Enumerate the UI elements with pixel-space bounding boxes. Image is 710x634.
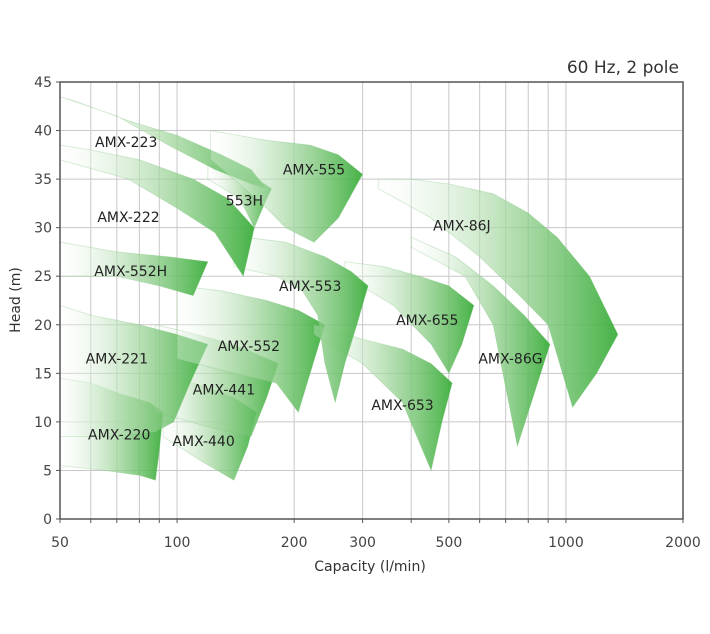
y-tick-label: 35 bbox=[34, 172, 52, 188]
y-tick-label: 40 bbox=[34, 124, 52, 140]
region-amx-86g bbox=[410, 236, 551, 448]
chart-subtitle: 60 Hz, 2 pole bbox=[567, 58, 679, 78]
region-label-amx-653: AMX-653 bbox=[371, 398, 433, 414]
region-amx-655 bbox=[344, 261, 475, 375]
y-tick-label: 15 bbox=[34, 366, 52, 382]
ticks-layer: 0 5 10 15 20 25 30 35 40 45 50 100 200 300 500 1000 2000 bbox=[34, 75, 701, 551]
x-tick-label: 200 bbox=[281, 535, 308, 551]
region-label-amx-86g: AMX-86G bbox=[478, 352, 542, 368]
region-amx-552h bbox=[59, 241, 209, 297]
x-tick-label: 100 bbox=[164, 535, 191, 551]
y-tick-label: 45 bbox=[34, 75, 52, 91]
y-tick-label: 25 bbox=[34, 269, 52, 285]
region-label-amx-222: AMX-222 bbox=[97, 210, 159, 226]
x-tick-label: 1000 bbox=[548, 535, 584, 551]
region-amx-553 bbox=[233, 236, 369, 403]
y-tick-label: 10 bbox=[34, 415, 52, 431]
region-label-amx-440: AMX-440 bbox=[172, 434, 234, 450]
x-tick-label: 300 bbox=[349, 535, 376, 551]
regions-layer bbox=[59, 96, 619, 481]
region-amx-86j bbox=[378, 178, 619, 409]
labels-layer: AMX-220 AMX-440 AMX-441 AMX-221 AMX-552 AMX-6… bbox=[86, 135, 543, 450]
region-label-amx-441: AMX-441 bbox=[193, 383, 255, 399]
region-label-amx-655: AMX-655 bbox=[396, 313, 458, 329]
region-label-amx-220: AMX-220 bbox=[88, 427, 150, 443]
region-label-553h: 553H bbox=[226, 193, 263, 209]
y-tick-label: 20 bbox=[34, 318, 52, 334]
plot-frame bbox=[59, 81, 684, 520]
region-label-amx-553: AMX-553 bbox=[279, 279, 341, 295]
x-axis-title: Capacity (l/min) bbox=[314, 559, 426, 575]
region-label-amx-223: AMX-223 bbox=[95, 135, 157, 151]
x-tick-label: 50 bbox=[51, 535, 69, 551]
y-tick-label: 0 bbox=[43, 512, 52, 528]
y-tick-label: 30 bbox=[34, 221, 52, 237]
x-tick-label: 2000 bbox=[665, 535, 701, 551]
region-label-amx-552: AMX-552 bbox=[218, 339, 280, 355]
region-label-amx-86j: AMX-86J bbox=[433, 219, 491, 235]
region-label-amx-221: AMX-221 bbox=[86, 352, 148, 368]
y-axis-title: Head (m) bbox=[8, 267, 24, 333]
x-tick-label: 500 bbox=[436, 535, 463, 551]
region-label-amx-552h: AMX-552H bbox=[94, 264, 167, 280]
region-amx-555 bbox=[210, 130, 364, 243]
y-tick-label: 5 bbox=[43, 463, 52, 479]
region-label-amx-555: AMX-555 bbox=[283, 162, 345, 178]
